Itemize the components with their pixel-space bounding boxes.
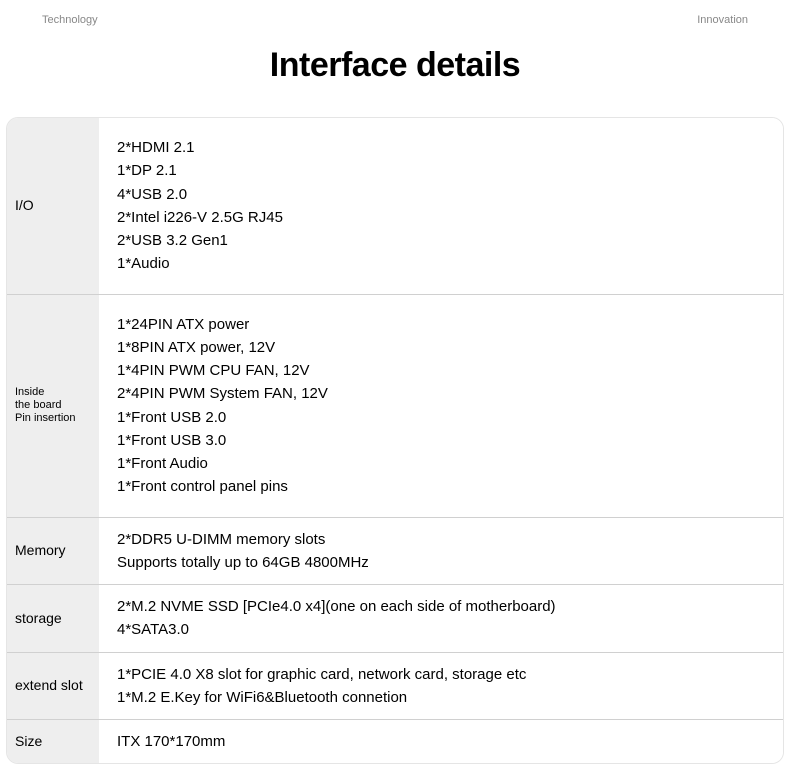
spec-label: Inside the board Pin insertion	[7, 295, 99, 518]
page-title: Interface details	[0, 46, 790, 85]
spec-value-line: 1*M.2 E.Key for WiFi6&Bluetooth connetio…	[117, 686, 771, 709]
spec-row: Size ITX 170*170mm	[7, 720, 783, 763]
spec-label: storage	[7, 585, 99, 653]
spec-value-line: Supports totally up to 64GB 4800MHz	[117, 551, 771, 574]
spec-label: I/O	[7, 118, 99, 295]
spec-value-line: 1*Front USB 2.0	[117, 406, 771, 429]
spec-value-line: 1*8PIN ATX power, 12V	[117, 336, 771, 359]
spec-value-line: 1*DP 2.1	[117, 159, 771, 182]
spec-label: extend slot	[7, 653, 99, 721]
spec-value-line: 1*4PIN PWM CPU FAN, 12V	[117, 359, 771, 382]
spec-value-line: 1*Front Audio	[117, 452, 771, 475]
spec-value: 1*24PIN ATX power1*8PIN ATX power, 12V1*…	[99, 295, 783, 518]
spec-value-line: 2*DDR5 U-DIMM memory slots	[117, 528, 771, 551]
header-left-label: Technology	[42, 14, 98, 26]
spec-row: I/O2*HDMI 2.11*DP 2.14*USB 2.02*Intel i2…	[7, 118, 783, 295]
spec-table: I/O2*HDMI 2.11*DP 2.14*USB 2.02*Intel i2…	[6, 117, 784, 764]
spec-value: 2*M.2 NVME SSD [PCIe4.0 x4](one on each …	[99, 585, 783, 653]
spec-value-line: 1*24PIN ATX power	[117, 313, 771, 336]
header-right-label: Innovation	[697, 14, 748, 26]
spec-label: Memory	[7, 518, 99, 586]
spec-value-line: 1*Front control panel pins	[117, 475, 771, 498]
spec-row: extend slot 1*PCIE 4.0 X8 slot for graphi…	[7, 653, 783, 721]
spec-value-line: 1*PCIE 4.0 X8 slot for graphic card, net…	[117, 663, 771, 686]
spec-value-line: 1*Front USB 3.0	[117, 429, 771, 452]
spec-value-line: ITX 170*170mm	[117, 730, 771, 753]
spec-label: Size	[7, 720, 99, 763]
spec-value: 1*PCIE 4.0 X8 slot for graphic card, net…	[99, 653, 783, 721]
spec-value-line: 2*HDMI 2.1	[117, 136, 771, 159]
spec-row: Inside the board Pin insertion1*24PIN AT…	[7, 295, 783, 518]
spec-value: 2*HDMI 2.11*DP 2.14*USB 2.02*Intel i226-…	[99, 118, 783, 295]
spec-value-line: 2*M.2 NVME SSD [PCIe4.0 x4](one on each …	[117, 595, 771, 618]
spec-value: ITX 170*170mm	[99, 720, 783, 763]
spec-value: 2*DDR5 U-DIMM memory slotsSupports total…	[99, 518, 783, 586]
spec-value-line: 4*SATA3.0	[117, 618, 771, 641]
spec-value-line: 2*Intel i226-V 2.5G RJ45	[117, 206, 771, 229]
spec-row: storage 2*M.2 NVME SSD [PCIe4.0 x4](one o…	[7, 585, 783, 653]
spec-value-line: 1*Audio	[117, 252, 771, 275]
spec-row: Memory2*DDR5 U-DIMM memory slotsSupports…	[7, 518, 783, 586]
spec-value-line: 4*USB 2.0	[117, 183, 771, 206]
spec-value-line: 2*4PIN PWM System FAN, 12V	[117, 382, 771, 405]
spec-value-line: 2*USB 3.2 Gen1	[117, 229, 771, 252]
